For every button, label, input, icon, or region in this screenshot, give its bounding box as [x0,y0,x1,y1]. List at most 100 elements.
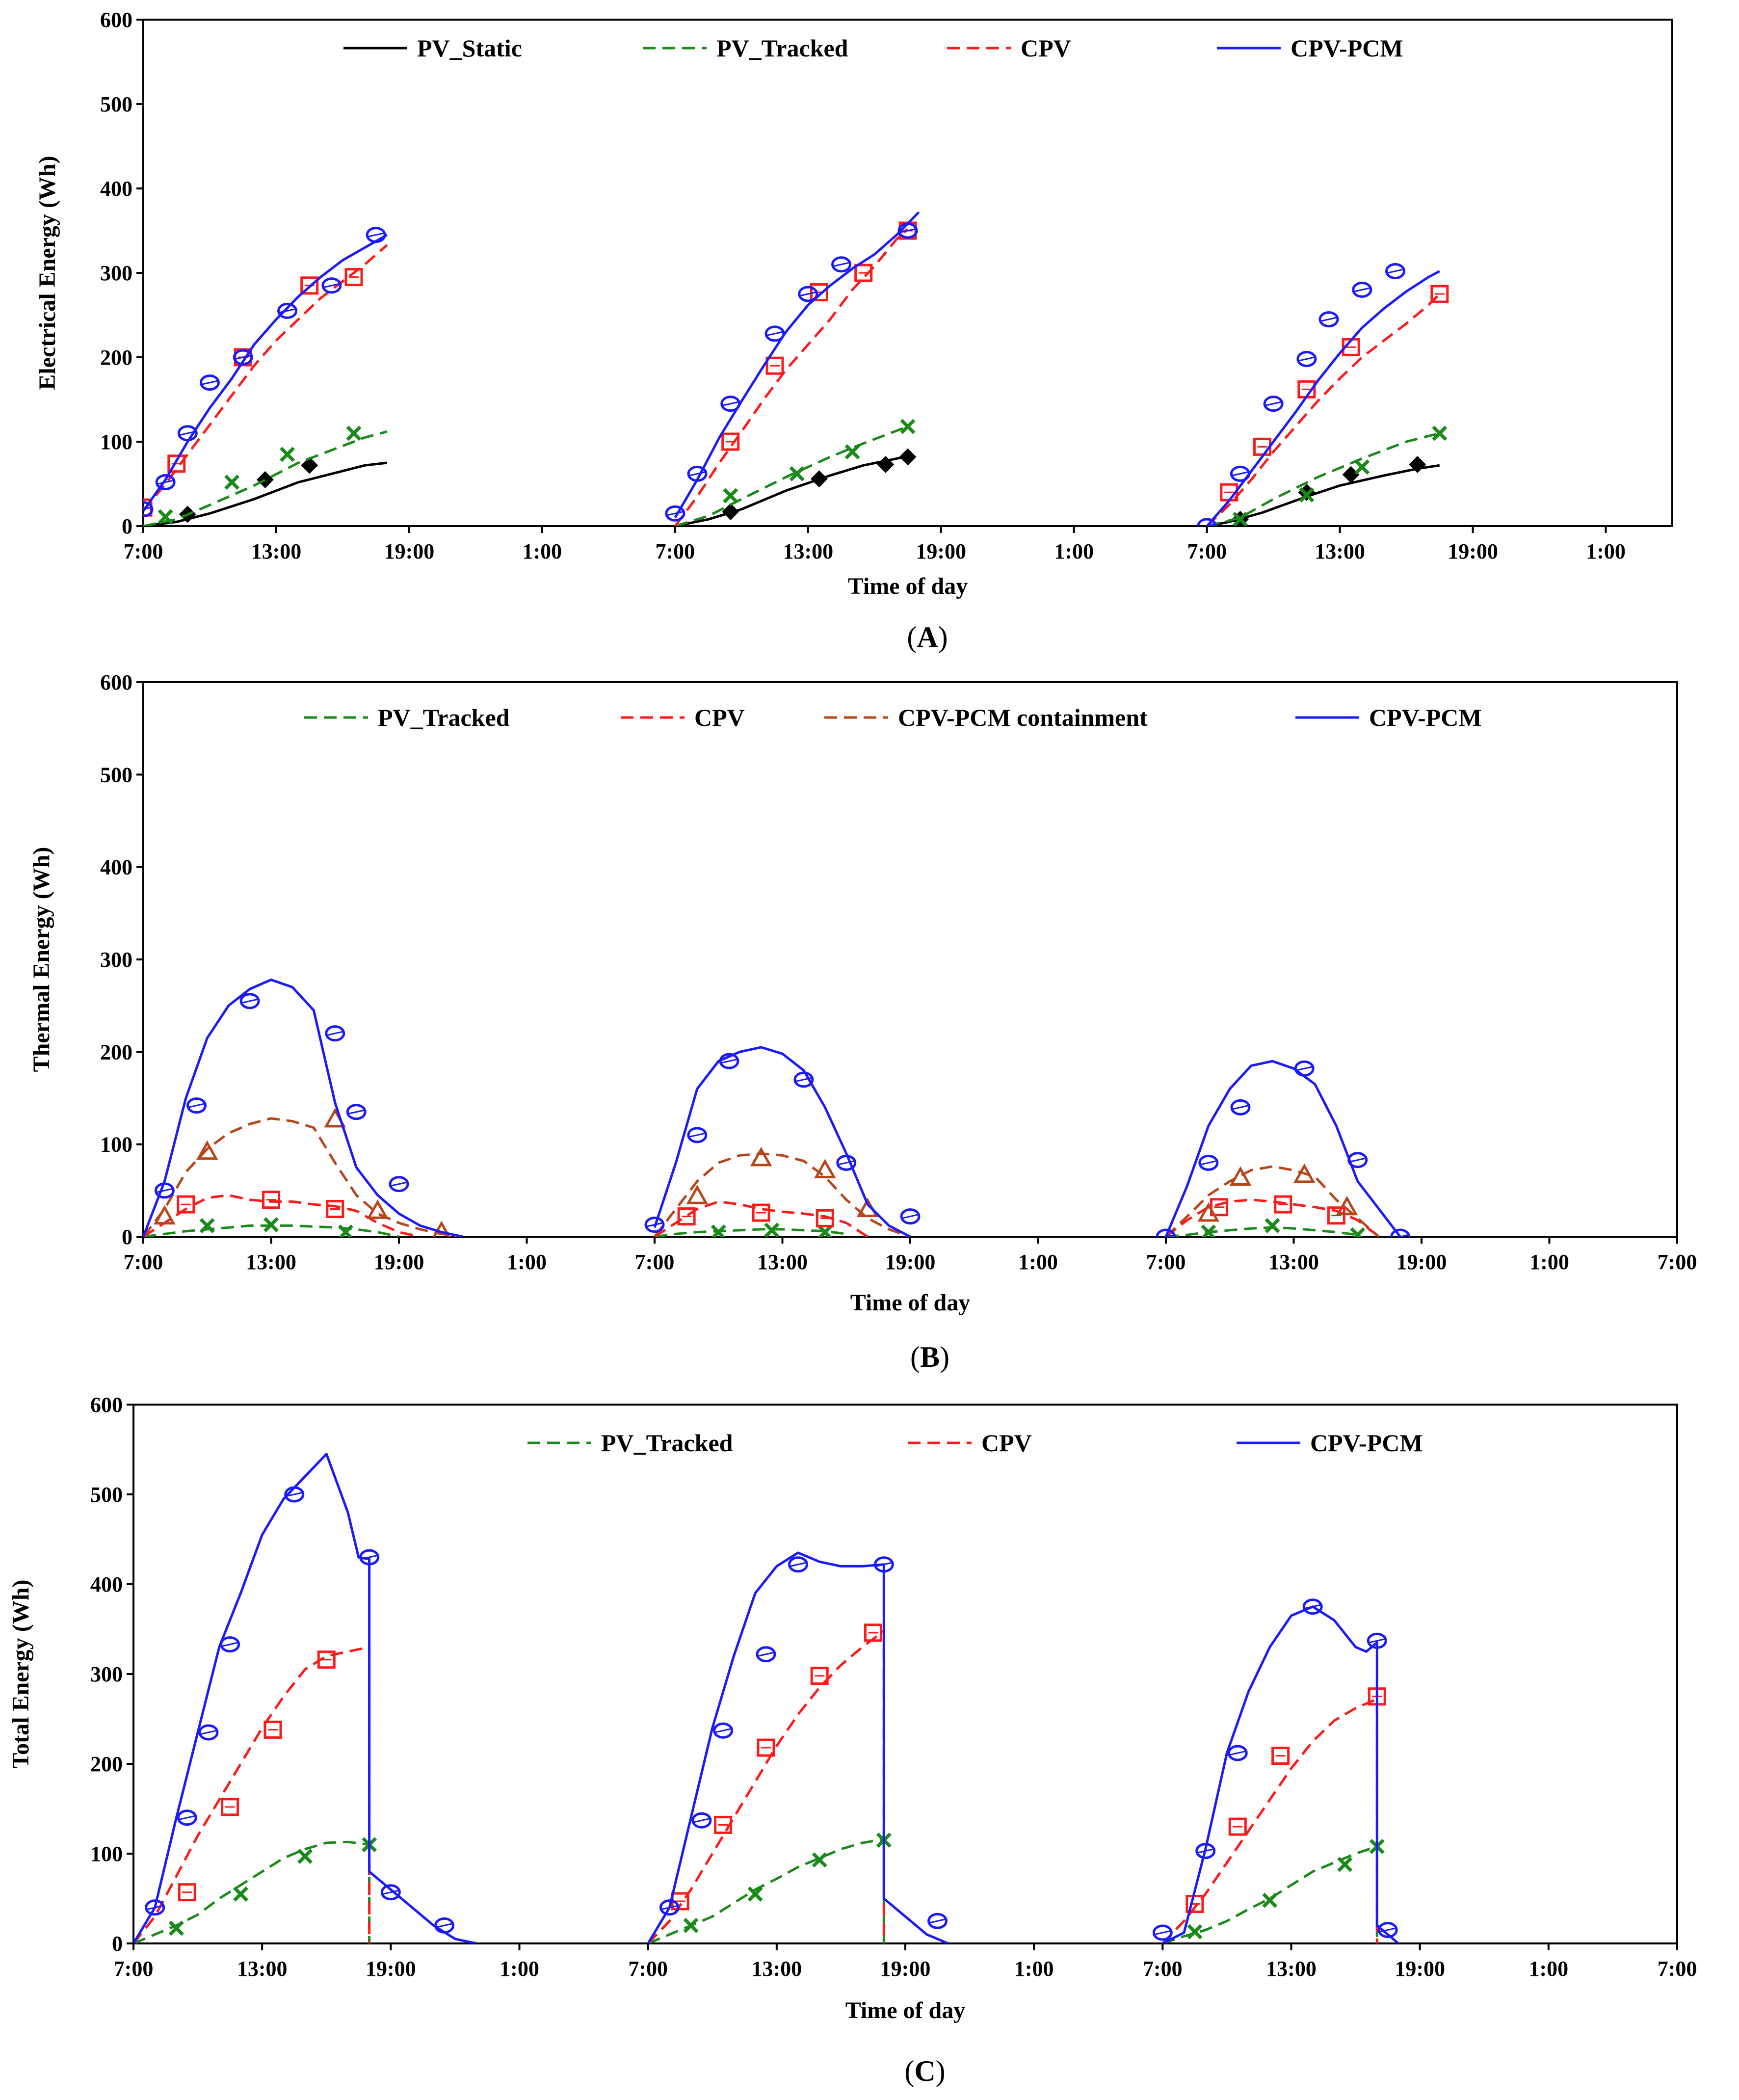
y-tick-label: 600 [100,670,132,694]
data-point-circle [873,1556,894,1573]
data-point-circle-stroke [1228,1750,1247,1756]
series-line [654,1152,911,1237]
data-point-circle-stroke [1196,1848,1215,1854]
data-point-square [1271,1747,1290,1765]
data-point-circle-stroke [721,401,740,407]
panel-c: 0 100 200 300 400 500 600 7:00 13:00 19:00 1:00 7:0… [8,1393,1697,2087]
data-point-x-b [683,1917,699,1933]
legend: PV_Static PV_Tracked CPV CPV-PCM [343,34,1403,62]
legend: PV_Tracked CPV CPV-PCM [527,1429,1423,1457]
legend: PV_Tracked CPV CPV-PCM containment CPV-PCM [304,704,1482,731]
data-point-diamond [1342,466,1360,483]
series-line [143,234,388,512]
legend-label-cpv: CPV [1021,34,1071,62]
data-point-triangle [814,1159,836,1178]
data-point-circle [325,1025,345,1042]
data-point-x-b [339,1224,353,1237]
data-point-circle-stroke [688,471,707,477]
data-point-circle [687,465,708,482]
data-point-triangle [1229,1166,1252,1186]
x-tick-label: 7:00 [1658,1957,1697,1981]
x-tick-label: 1:00 [1529,1957,1569,1981]
data-point-circle-stroke [928,1918,947,1924]
data-point-circle [177,425,198,442]
series-line [143,430,388,526]
data-point-circle [665,505,685,522]
x-tick-label: 1:00 [1014,1957,1054,1981]
data-point-x-b [844,444,860,460]
data-point-x-b [280,447,295,462]
y-tick-label: 100 [100,430,132,454]
data-point-circle [798,286,818,302]
data-point-circle-stroke [1199,1160,1218,1166]
y-tick-label: 500 [100,763,132,787]
x-tick-label: 19:00 [880,1957,931,1981]
series-line [653,1046,911,1237]
data-point-circle-stroke [156,1188,174,1194]
legend-label-cpv-pcm: CPV-PCM [1310,1429,1423,1457]
data-point-circle-stroke [1231,471,1249,477]
y-tick-label: 500 [90,1483,123,1507]
data-point-circle [1377,1922,1398,1939]
data-point-x-b [263,1217,279,1232]
data-point-circle-stroke [1368,1638,1386,1644]
data-point-circle-stroke [714,1728,732,1733]
data-point-circle-stroke [347,1109,366,1115]
data-point-circle [1197,518,1217,526]
y-tick-label: 0 [122,1225,132,1249]
data-point-circle [366,227,386,243]
panel-label: (C) [904,2055,945,2087]
y-tick-label: 600 [100,8,132,32]
x-tick-label: 19:00 [374,1250,424,1274]
data-point-circle [764,325,785,342]
x-tick-label: 7:00 [124,539,163,563]
data-point-circle-stroke [143,506,153,510]
data-point-x-b [199,1218,215,1233]
data-point-diamond [301,456,318,474]
data-point-square [221,1798,239,1816]
data-point-diamond [722,503,739,521]
panel-a: 0 100 200 300 400 500 600 7:00 13:00 19:00 1:00 7:0… [34,8,1673,653]
data-point-circle [1385,263,1406,280]
series-line [1206,293,1441,526]
data-point-circle [756,1646,776,1663]
x-tick-label: 1:00 [507,1250,547,1274]
x-tick-label: 13:00 [1315,539,1365,563]
data-point-square [677,1207,696,1226]
data-point-circle [199,374,220,391]
data-point-circle-stroke [156,479,175,485]
data-point-square [1186,1894,1204,1913]
x-tick-label: 7:00 [635,1250,675,1274]
data-point-circle-stroke [322,283,341,289]
series-line [1161,1698,1378,1943]
data-point-circle [155,474,176,491]
data-point-square [1228,1817,1247,1836]
series-line [647,1629,885,1943]
data-point-x-b [233,1886,248,1902]
x-tick-label: 13:00 [246,1250,296,1274]
data-point-circle [1352,281,1372,298]
data-point-x-b [297,1849,313,1864]
series-line [133,1840,371,1943]
data-point-circle-stroke [720,1058,738,1064]
data-point-x-b [747,1886,763,1902]
data-point-x-b [812,1852,827,1868]
data-point-circle [177,1809,197,1826]
data-point-x-b [1299,487,1315,503]
data-point-circle-stroke [1162,1234,1175,1237]
series-line [675,454,908,526]
data-point-square [177,1195,195,1214]
legend-label-pv-tracked: PV_Tracked [716,34,848,62]
data-point-circle [720,396,741,412]
data-point-square [1210,1198,1229,1217]
data-point-circle [897,222,918,239]
x-tick-label: 7:00 [628,1957,668,1981]
data-point-x-b [1265,1218,1280,1233]
data-point-circle-stroke [240,998,259,1004]
data-point-circle-stroke [660,1905,679,1911]
x-tick-label: 19:00 [1396,1250,1447,1274]
data-point-circle-stroke [199,1729,218,1735]
x-tick-label: 13:00 [251,539,302,563]
data-point-circle [359,1549,380,1566]
data-point-x-b [1353,1227,1366,1237]
